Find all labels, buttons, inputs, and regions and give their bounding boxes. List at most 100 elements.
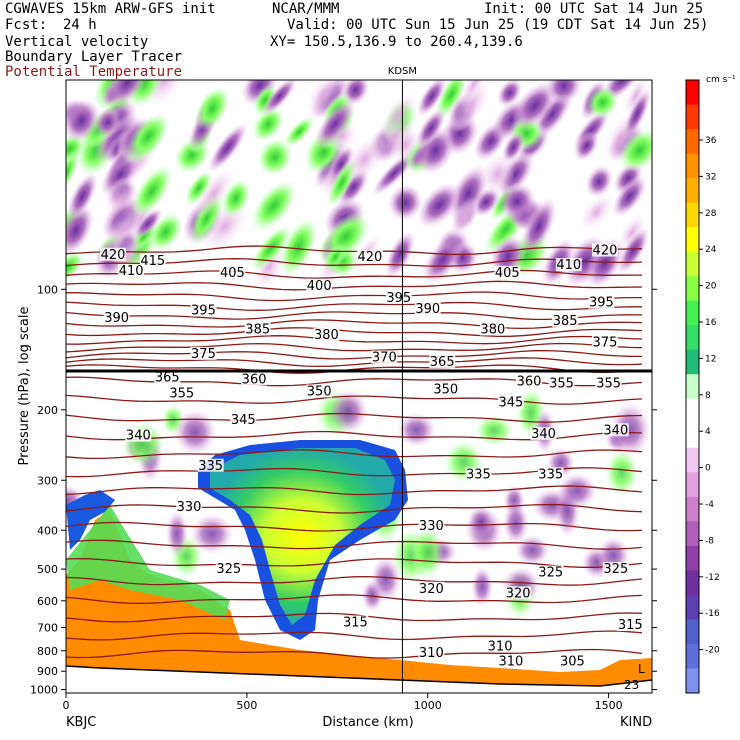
colorbar-swatch bbox=[686, 496, 699, 522]
velocity-cell bbox=[105, 203, 144, 255]
theta-label: 420 bbox=[593, 244, 618, 259]
velocity-cell bbox=[66, 98, 101, 143]
theta-label-bg bbox=[418, 645, 445, 659]
velocity-cell bbox=[66, 204, 95, 257]
colorbar: 36 32 28 24 20 16 12 8 4 0 -4 -8 -12 -16 -20 bbox=[685, 79, 720, 694]
velocity-cell bbox=[192, 167, 235, 220]
theta-label-bg bbox=[244, 322, 271, 336]
theta-label: 335 bbox=[198, 459, 223, 474]
theta-label-bg bbox=[197, 458, 224, 472]
colorbar-swatch bbox=[686, 398, 699, 424]
colorbar-tick-label: 12 bbox=[705, 354, 716, 364]
colorbar-swatch bbox=[686, 276, 699, 302]
xy-coordinates: XY= 150.5,136.9 to 260.4,139.6 bbox=[270, 34, 523, 50]
colorbar-tick-label: 20 bbox=[705, 282, 717, 292]
theta-contour bbox=[66, 503, 643, 514]
velocity-cell bbox=[617, 214, 647, 251]
theta-contour bbox=[66, 319, 643, 330]
theta-label: 330 bbox=[177, 500, 202, 515]
theta-label: 310 bbox=[419, 646, 444, 661]
theta-label: 410 bbox=[556, 258, 581, 273]
theta-label-bg bbox=[418, 518, 445, 532]
velocity-cell bbox=[133, 207, 163, 240]
colorbar-tick-label: 8 bbox=[705, 391, 711, 401]
theta-label: 375 bbox=[593, 336, 618, 351]
theta-label: 340 bbox=[531, 427, 556, 442]
velocity-cell bbox=[451, 80, 491, 131]
theta-contour bbox=[66, 342, 643, 353]
theta-label-bg bbox=[602, 562, 629, 576]
y-tick-label: 100 bbox=[37, 283, 58, 296]
theta-label-bg bbox=[595, 376, 622, 390]
velocity-cell bbox=[467, 505, 495, 539]
theta-contour bbox=[66, 612, 643, 623]
velocity-cell bbox=[520, 197, 557, 256]
tracer-green-band bbox=[66, 505, 230, 620]
velocity-cell bbox=[422, 234, 465, 285]
theta-contour bbox=[66, 539, 643, 550]
theta-label: 365 bbox=[430, 355, 455, 370]
velocity-cell bbox=[573, 130, 600, 162]
y-axis: 100 200 300 400 500 600 700 800 900 1000 bbox=[30, 283, 657, 697]
velocity-cell bbox=[323, 243, 348, 272]
theta-label-bg bbox=[139, 254, 166, 268]
velocity-cell bbox=[379, 91, 417, 139]
velocity-cell bbox=[586, 86, 619, 119]
y-tick-label: 400 bbox=[37, 524, 58, 537]
theta-contour bbox=[66, 485, 643, 496]
theta-label: 395 bbox=[191, 304, 216, 319]
velocity-cell bbox=[618, 128, 652, 172]
theta-contour bbox=[66, 648, 643, 659]
theta-label-bg bbox=[306, 278, 333, 292]
plot-frame bbox=[65, 79, 653, 694]
left-station-label: KBJC bbox=[66, 715, 96, 730]
y-tick-label: 300 bbox=[37, 474, 58, 487]
theta-contour bbox=[66, 291, 642, 302]
theta-label-bg bbox=[230, 412, 257, 426]
colorbar-swatch bbox=[686, 521, 699, 547]
theta-label: 310 bbox=[488, 639, 513, 654]
colorbar-tick-label: 32 bbox=[705, 172, 716, 182]
theta-label: 335 bbox=[466, 467, 491, 482]
valid-time: Valid: 00 UTC Sun 15 Jun 25 (19 CDT Sat … bbox=[287, 17, 709, 33]
theta-label-bg bbox=[429, 355, 456, 369]
theta-label: 320 bbox=[419, 582, 444, 597]
colorbar-swatch bbox=[686, 178, 699, 204]
colorbar-swatch bbox=[686, 153, 699, 179]
theta-label-bg bbox=[241, 372, 268, 386]
forecast-label: Fcst: bbox=[5, 17, 48, 33]
theta-contour bbox=[66, 594, 643, 605]
theta-label-bg bbox=[190, 346, 217, 360]
theta-label: 345 bbox=[231, 413, 256, 428]
theta-label: 360 bbox=[242, 372, 267, 387]
theta-label-bg bbox=[190, 303, 217, 317]
colorbar-swatch bbox=[686, 80, 699, 106]
theta-label-bg bbox=[175, 500, 202, 514]
theta-contour bbox=[66, 269, 642, 279]
velocity-cell bbox=[93, 106, 122, 138]
colorbar-tick-label: -4 bbox=[705, 500, 714, 510]
theta-label-bg bbox=[154, 370, 181, 384]
field-potential-temperature: Potential Temperature bbox=[5, 64, 183, 80]
velocity-cell bbox=[479, 152, 516, 196]
colorbar-tick-label: -8 bbox=[705, 536, 714, 546]
theta-label-bg bbox=[100, 247, 127, 261]
theta-label-bg bbox=[432, 382, 459, 396]
velocity-cell bbox=[261, 80, 298, 116]
velocity-cell bbox=[387, 184, 423, 221]
colorbar-swatch bbox=[686, 570, 699, 596]
theta-label-bg bbox=[548, 376, 575, 390]
velocity-cell bbox=[605, 448, 639, 497]
theta-label-bg bbox=[505, 586, 532, 600]
theta-contour bbox=[66, 394, 643, 405]
colorbar-swatch bbox=[686, 472, 699, 498]
theta-label: 380 bbox=[480, 322, 505, 337]
theta-label-bg bbox=[617, 618, 644, 632]
theta-label-bg bbox=[555, 258, 582, 272]
y-tick-label: 500 bbox=[37, 563, 58, 576]
velocity-cell bbox=[470, 566, 494, 608]
colorbar-swatch bbox=[686, 447, 699, 473]
theta-label: 340 bbox=[603, 423, 628, 438]
